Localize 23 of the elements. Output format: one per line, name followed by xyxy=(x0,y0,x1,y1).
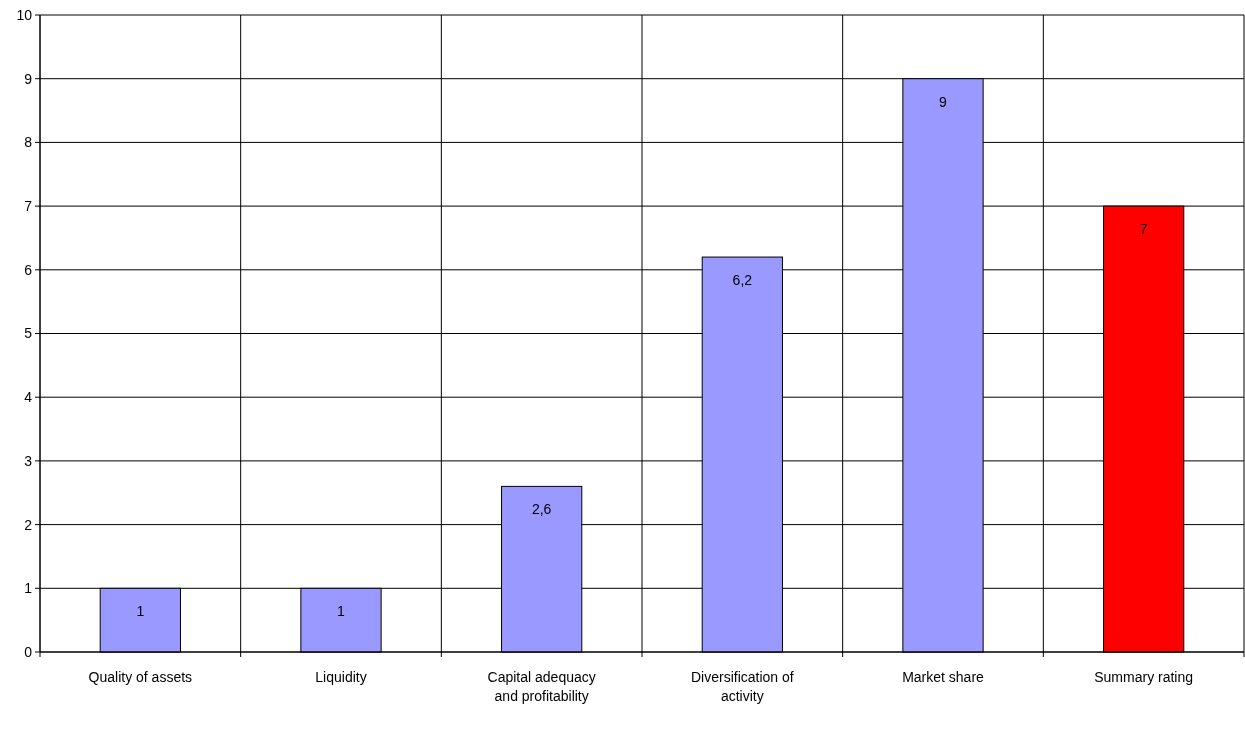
y-tick-label: 10 xyxy=(16,6,33,23)
x-tick-label: Capital adequacy and profitability xyxy=(487,669,596,704)
data-label: 2,6 xyxy=(531,501,552,518)
y-tick-label: 5 xyxy=(24,325,33,342)
x-tick-label: Liquidity xyxy=(315,669,367,685)
y-tick-label: 1 xyxy=(24,580,33,597)
y-tick-label: 9 xyxy=(24,70,33,87)
y-tick-label: 7 xyxy=(24,198,33,214)
x-tick-label: Market share xyxy=(902,669,985,685)
x-tick-label: Quality of assets xyxy=(88,669,193,685)
y-tick-label: 8 xyxy=(24,134,33,151)
data-label: 6,2 xyxy=(732,272,753,289)
data-label: 7 xyxy=(1139,221,1148,238)
data-label: 1 xyxy=(337,603,346,620)
y-tick-label: 3 xyxy=(24,452,33,469)
x-tick-label: Summary rating xyxy=(1094,669,1194,685)
y-tick-label: 0 xyxy=(24,643,33,660)
x-tick-label: Diversification of activity xyxy=(690,669,794,704)
data-label: 1 xyxy=(136,603,145,620)
y-tick-label: 2 xyxy=(24,516,33,533)
y-tick-label: 4 xyxy=(24,389,33,406)
data-label: 9 xyxy=(939,93,948,110)
y-tick-label: 6 xyxy=(24,261,33,278)
